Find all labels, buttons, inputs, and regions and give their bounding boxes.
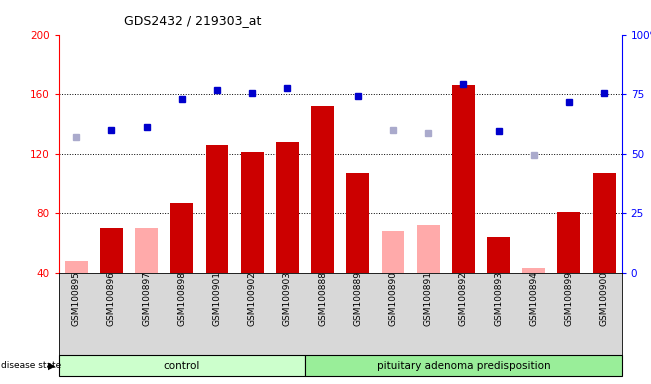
Bar bbox=[276, 142, 299, 273]
Bar bbox=[592, 173, 616, 273]
Bar bbox=[64, 261, 88, 273]
Text: pituitary adenoma predisposition: pituitary adenoma predisposition bbox=[376, 361, 550, 371]
Bar bbox=[311, 106, 334, 273]
Bar bbox=[206, 145, 229, 273]
Bar bbox=[381, 231, 404, 273]
Text: GDS2432 / 219303_at: GDS2432 / 219303_at bbox=[124, 14, 261, 27]
Bar bbox=[241, 152, 264, 273]
Bar bbox=[59, 355, 305, 376]
Bar bbox=[522, 268, 545, 273]
Bar bbox=[100, 228, 123, 273]
Bar bbox=[135, 228, 158, 273]
Bar bbox=[557, 212, 580, 273]
Bar bbox=[171, 203, 193, 273]
Text: ▶: ▶ bbox=[48, 361, 55, 371]
Bar bbox=[417, 225, 439, 273]
Bar bbox=[346, 173, 369, 273]
Bar bbox=[305, 355, 622, 376]
Text: control: control bbox=[163, 361, 200, 371]
Text: disease state: disease state bbox=[1, 361, 61, 370]
Bar bbox=[452, 85, 475, 273]
Bar bbox=[487, 237, 510, 273]
